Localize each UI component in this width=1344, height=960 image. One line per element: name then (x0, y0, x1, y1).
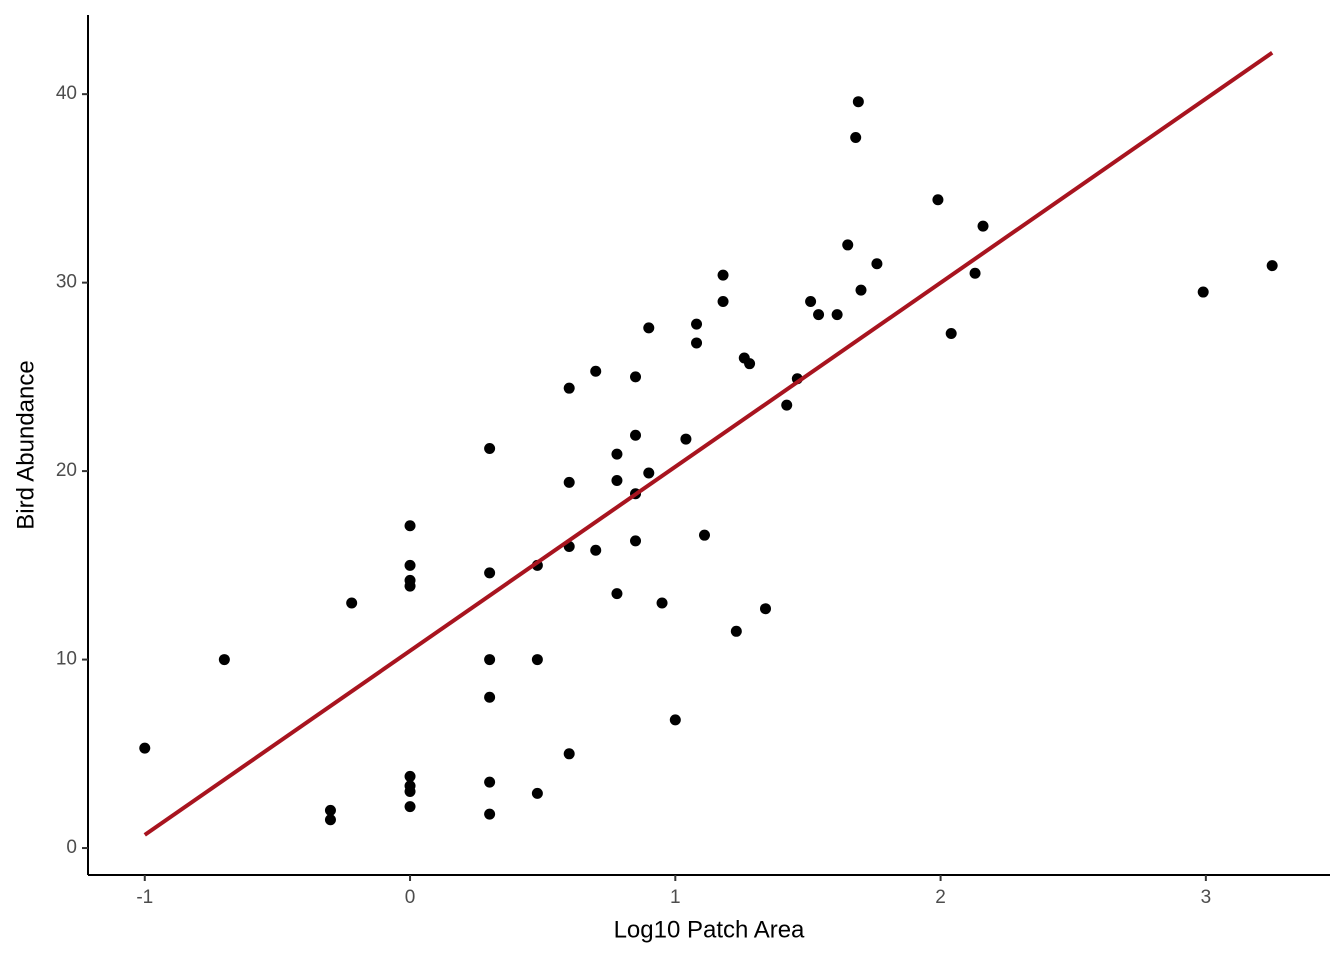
point (484, 691, 496, 703)
point (404, 770, 416, 782)
point (698, 529, 710, 541)
point (563, 476, 575, 488)
point (1266, 260, 1278, 272)
point (324, 804, 336, 816)
point (945, 328, 957, 340)
fit-line (143, 51, 1274, 837)
point (717, 295, 729, 307)
point (691, 337, 703, 349)
x-tick-label: 0 (405, 887, 416, 908)
y-tick-label: 30 (56, 272, 77, 293)
point (404, 801, 416, 813)
point (680, 433, 692, 445)
point (781, 399, 793, 411)
point (831, 309, 843, 321)
y-tick-label: 0 (66, 837, 77, 858)
point (484, 776, 496, 788)
point (590, 544, 602, 556)
point (611, 448, 623, 460)
x-tick-label: 3 (1201, 887, 1212, 908)
point (932, 194, 944, 206)
point (1197, 286, 1209, 298)
point (656, 597, 668, 609)
point (969, 267, 981, 279)
point (404, 520, 416, 532)
point (484, 654, 496, 666)
point (563, 748, 575, 760)
point (346, 597, 358, 609)
point (977, 220, 989, 232)
point (531, 654, 543, 666)
point (805, 295, 817, 307)
point (850, 132, 862, 144)
point (643, 467, 655, 479)
y-axis-title: Bird Abundance (12, 360, 39, 529)
point (855, 284, 867, 296)
point (531, 787, 543, 799)
x-tick-label: -1 (136, 887, 153, 908)
point (404, 786, 416, 798)
point (717, 269, 729, 281)
point (563, 382, 575, 394)
y-tick-label: 40 (56, 83, 77, 104)
point (669, 714, 681, 726)
point (484, 567, 496, 579)
point (813, 309, 825, 321)
point (218, 654, 230, 666)
y-tick-label: 20 (56, 460, 77, 481)
y-tick-label: 10 (56, 649, 77, 670)
point (484, 442, 496, 454)
x-axis-title: Log10 Patch Area (614, 916, 805, 943)
point (842, 239, 854, 251)
point (630, 429, 642, 441)
point (871, 258, 883, 270)
point (590, 365, 602, 377)
point (611, 475, 623, 487)
x-tick-label: 2 (935, 887, 946, 908)
point (691, 318, 703, 330)
point (324, 814, 336, 826)
point (404, 580, 416, 592)
point (630, 535, 642, 547)
point (643, 322, 655, 334)
point (611, 588, 623, 600)
point (404, 559, 416, 571)
point (630, 371, 642, 383)
x-tick-label: 1 (670, 887, 681, 908)
point (744, 358, 756, 370)
point (760, 603, 772, 615)
point (484, 808, 496, 820)
point (730, 625, 742, 637)
point (852, 96, 864, 108)
point (139, 742, 151, 754)
